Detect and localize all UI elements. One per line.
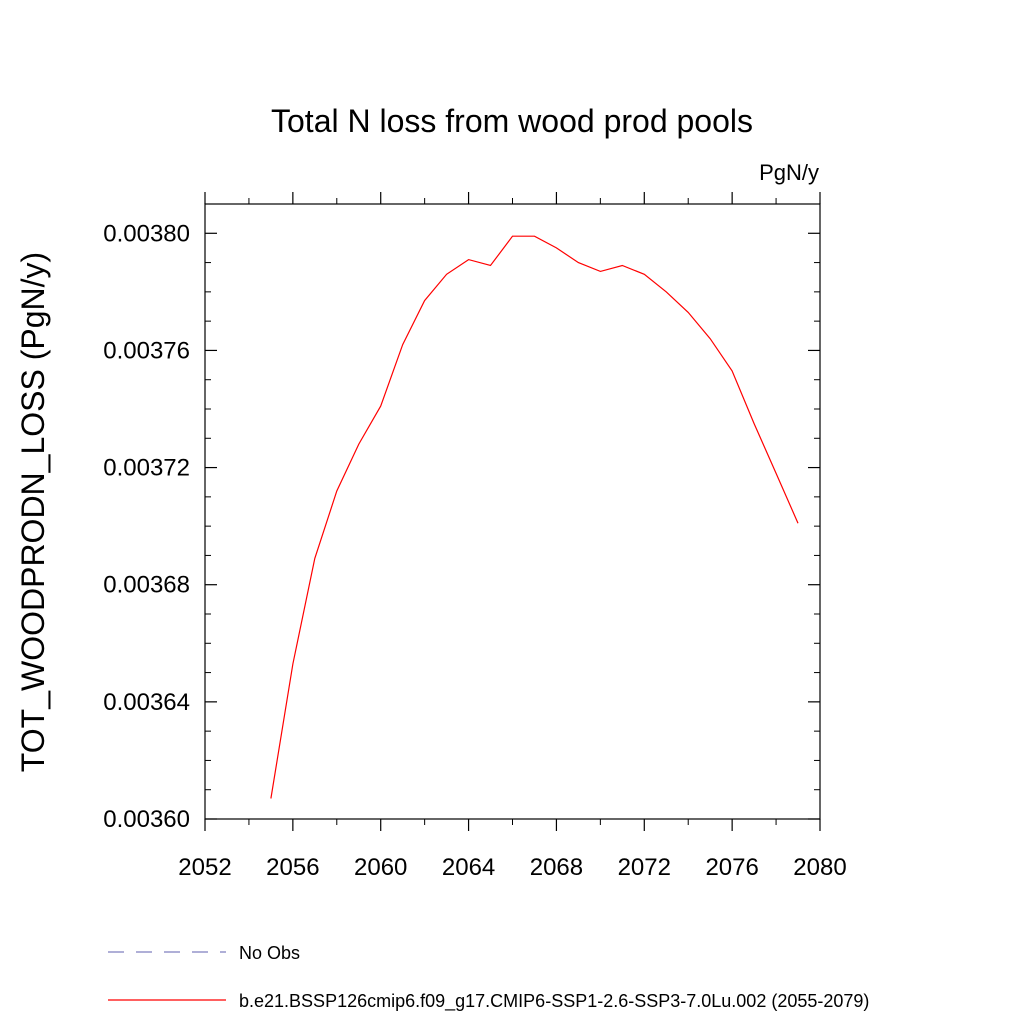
y-tick-label: 0.00360 <box>103 806 190 833</box>
x-tick-label: 2072 <box>618 854 671 881</box>
x-tick-label: 2076 <box>705 854 758 881</box>
x-tick-labels: 2052 2056 2060 2064 2068 2072 2076 2080 <box>178 854 846 881</box>
y-tick-label: 0.00364 <box>103 689 190 716</box>
legend-label-1: No Obs <box>239 943 300 963</box>
y-tick-label: 0.00368 <box>103 572 190 599</box>
y-tick-labels: 0.00360 0.00364 0.00368 0.00372 0.00376 0.003… <box>103 220 190 833</box>
series-lines <box>270 235 799 799</box>
y-tick-label: 0.00376 <box>103 337 190 364</box>
axis-ticks <box>204 192 821 831</box>
units-label: PgN/y <box>759 160 819 185</box>
x-tick-label: 2060 <box>354 854 407 881</box>
x-tick-label: 2080 <box>793 854 846 881</box>
series-line <box>270 235 799 799</box>
legend-label-2: b.e21.BSSP126cmip6.f09_g17.CMIP6-SSP1-2.… <box>239 991 869 1012</box>
legend: No Obs b.e21.BSSP126cmip6.f09_g17.CMIP6-S… <box>108 943 869 1012</box>
y-tick-label: 0.00380 <box>103 220 190 247</box>
y-tick-label: 0.00372 <box>103 455 190 482</box>
y-axis-label: TOT_WOODPRODN_LOSS (PgN/y) <box>15 252 51 772</box>
plot-frame <box>204 203 821 820</box>
x-tick-label: 2052 <box>178 854 231 881</box>
x-tick-label: 2064 <box>442 854 495 881</box>
chart-title: Total N loss from wood prod pools <box>271 103 753 139</box>
x-tick-label: 2056 <box>266 854 319 881</box>
x-tick-label: 2068 <box>530 854 583 881</box>
